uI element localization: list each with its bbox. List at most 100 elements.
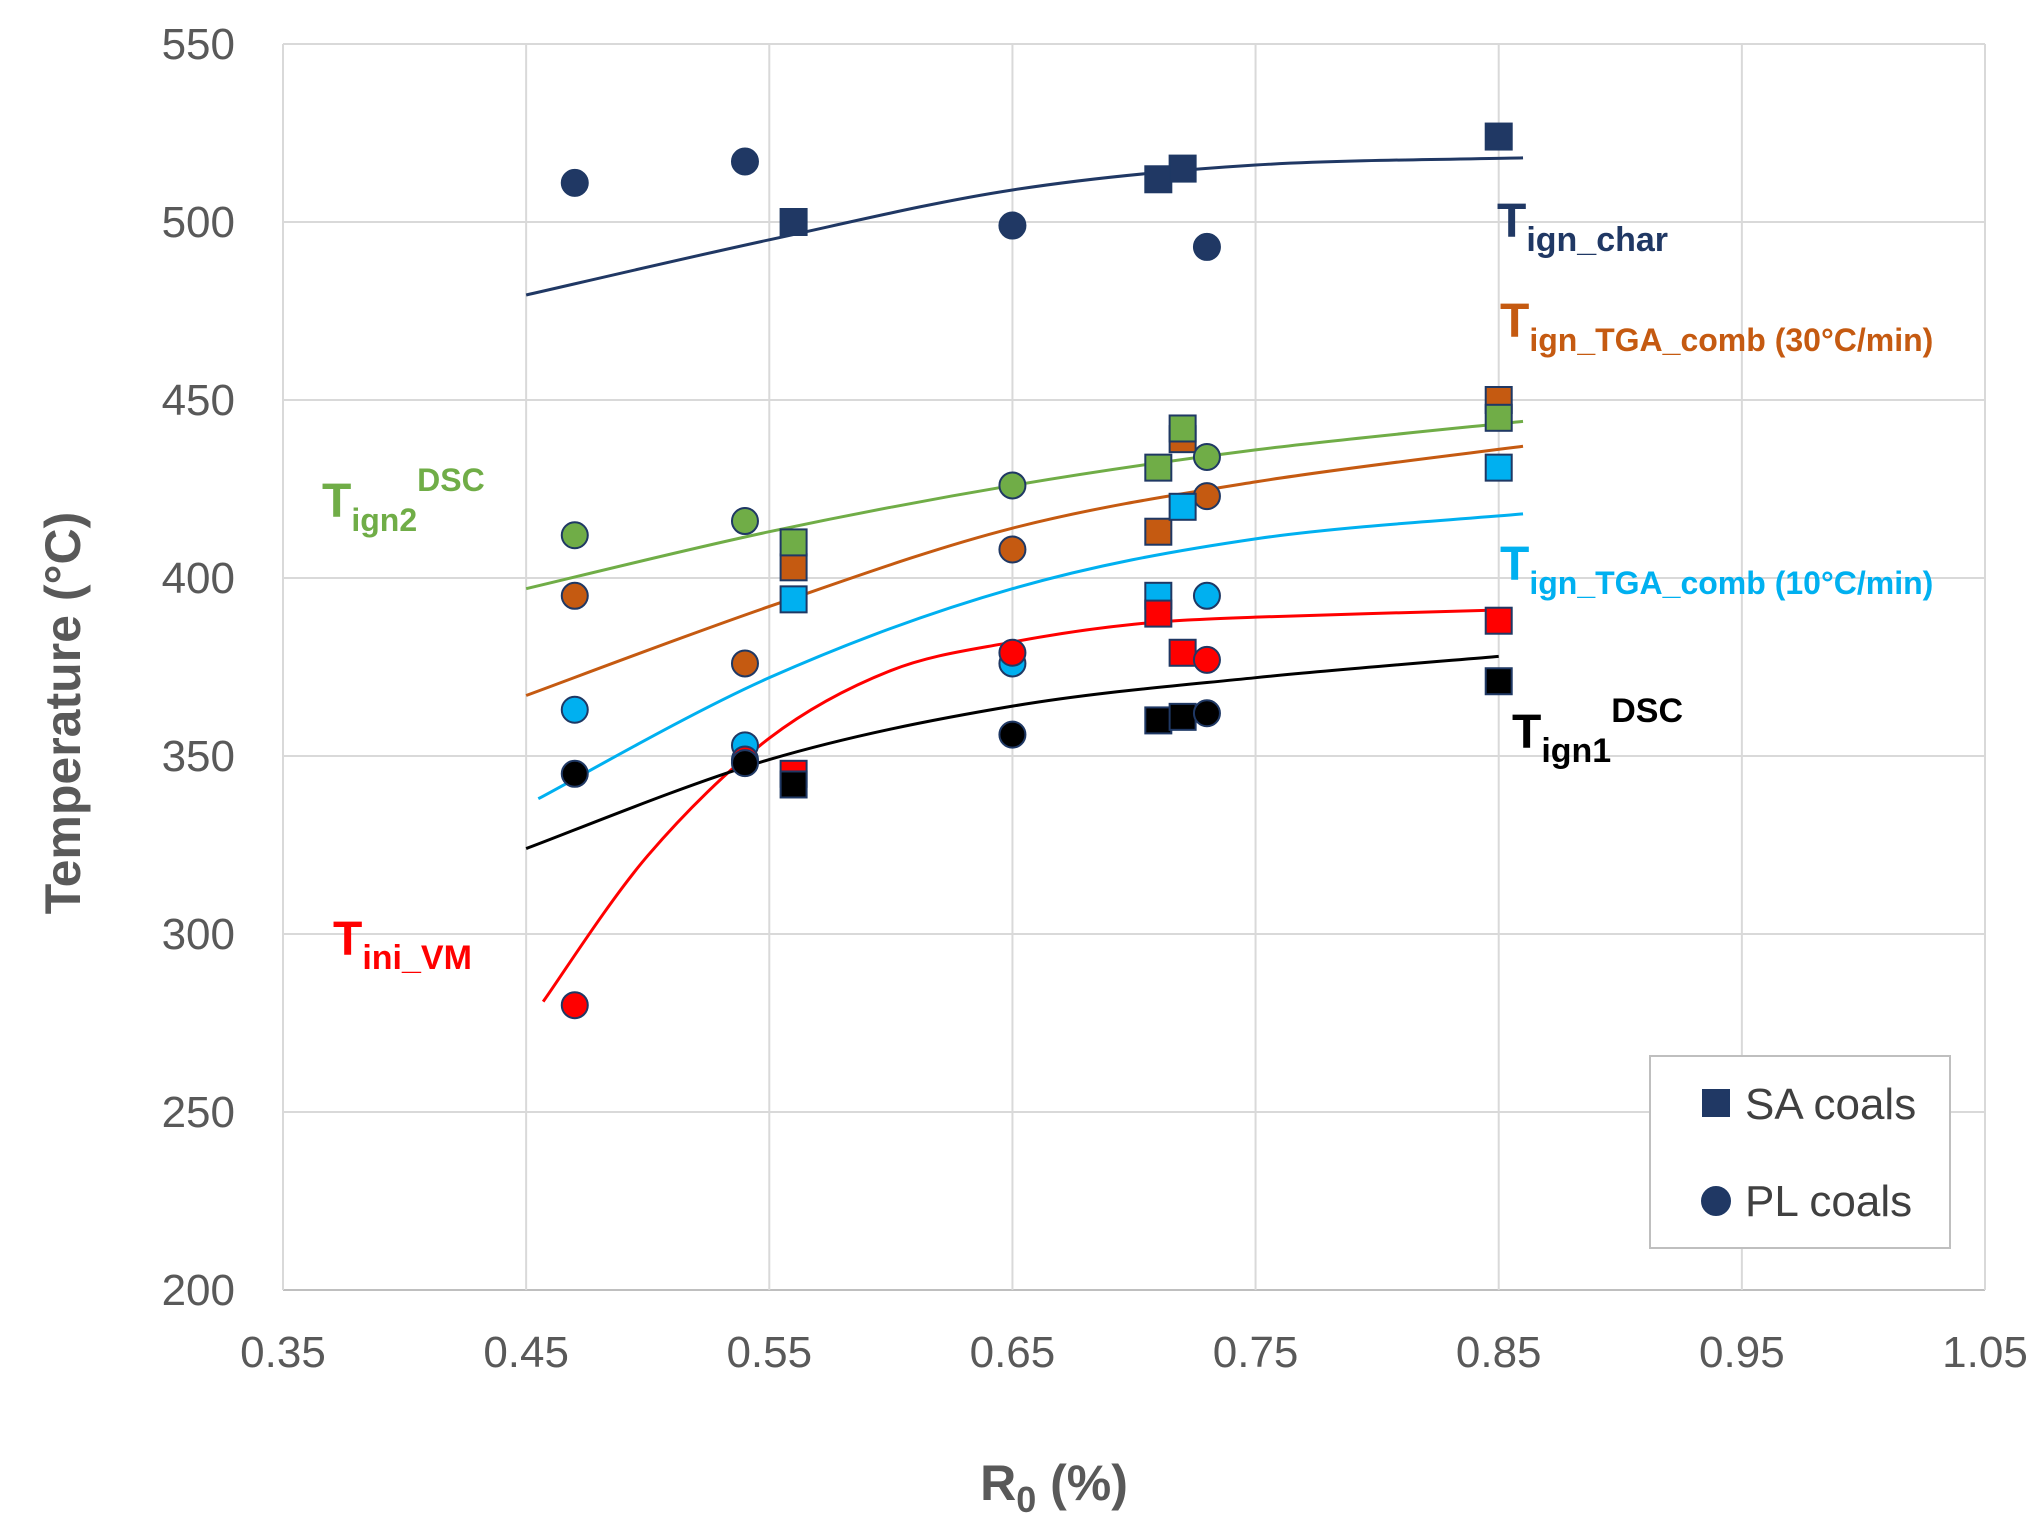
pl-point-tign2-dsc [1192, 442, 1221, 471]
series-label: Tign_TGA_comb (30°C/min) [1500, 295, 1933, 358]
series-label: Tign_TGA_comb (10°C/min) [1500, 538, 1933, 601]
sa-point-tign1-dsc [1484, 667, 1513, 696]
series-label-main: T [1500, 538, 1529, 591]
series-label: Tign2DSC [322, 462, 485, 538]
sa-point-tign2-dsc [1144, 453, 1173, 482]
series-label-sub: ini_VM [362, 939, 472, 977]
y-tick-label: 400 [162, 554, 235, 603]
x-tick-label: 0.35 [240, 1328, 326, 1377]
pl-point-tign1-dsc [1192, 699, 1221, 728]
series-label-sub: ign2 [351, 502, 417, 538]
sa-point-tign-tga-comb-10-c-min [1484, 453, 1513, 482]
pl-point-tign-tga-comb-30-c-min [560, 581, 589, 610]
series-label-main: T [333, 913, 362, 966]
pl-point-tign1-dsc [998, 720, 1027, 749]
x-axis-ticks: 0.35 0.45 0.55 0.65 0.75 0.85 0.95 1.05 [240, 1328, 2028, 1377]
sa-point-tign-tga-comb-10-c-min [1168, 492, 1197, 521]
pl-point-tign1-dsc [730, 749, 759, 778]
y-tick-label: 450 [162, 376, 235, 425]
x-tick-label: 0.65 [970, 1328, 1056, 1377]
x-tick-label: 0.95 [1699, 1328, 1785, 1377]
pl-point-tign2-dsc [998, 471, 1027, 500]
trend-line-tini-vm [541, 608, 1499, 1003]
sa-point-tign-char [1168, 154, 1197, 183]
trend-lines [525, 156, 1524, 1003]
y-tick-label: 350 [162, 732, 235, 781]
trend-line-tign1-dsc [525, 654, 1499, 850]
legend-circle-marker [1701, 1186, 1731, 1216]
series-label-sub: ign1 [1541, 732, 1611, 770]
sa-point-tign1-dsc [1144, 706, 1173, 735]
pl-point-tign-char [998, 211, 1027, 240]
y-tick-label: 550 [162, 20, 235, 69]
legend-square-marker [1702, 1089, 1730, 1117]
sa-point-tign-tga-comb-10-c-min [779, 585, 808, 614]
y-tick-label: 250 [162, 1088, 235, 1137]
data-points [560, 122, 1513, 1020]
series-label-sup: DSC [1611, 692, 1683, 730]
sa-point-tign1-dsc [779, 770, 808, 799]
sa-point-tini-vm [1144, 599, 1173, 628]
series-label-main: T [1500, 295, 1529, 348]
pl-point-tign-tga-comb-10-c-min [560, 695, 589, 724]
pl-point-tini-vm [1192, 645, 1221, 674]
legend-label-sa-coals: SA coals [1745, 1080, 1916, 1129]
series-label-sub: ign_TGA_comb (10°C/min) [1529, 565, 1933, 601]
pl-point-tign1-dsc [560, 759, 589, 788]
series-label-main: T [322, 475, 351, 528]
y-tick-label: 300 [162, 910, 235, 959]
series-label: Tini_VM [333, 913, 472, 977]
sa-point-tign1-dsc [1168, 702, 1197, 731]
x-tick-label: 0.45 [483, 1328, 569, 1377]
series-label-main: T [1497, 195, 1526, 248]
trend-line-tign2-dsc [525, 419, 1524, 591]
sa-point-tign-char [779, 208, 808, 236]
pl-point-tign2-dsc [730, 507, 759, 536]
sa-point-tini-vm [1484, 606, 1513, 635]
pl-point-tini-vm [560, 991, 589, 1020]
sa-point-tign-char [1484, 122, 1513, 151]
series-label-sup: DSC [417, 462, 485, 498]
pl-point-tign-char [1192, 232, 1221, 261]
series-label: Tign_char [1497, 195, 1668, 259]
pl-point-tign-tga-comb-30-c-min [730, 649, 759, 678]
series-label-main: T [1512, 706, 1541, 759]
pl-point-tign-tga-comb-30-c-min [1192, 482, 1221, 511]
sa-point-tign-tga-comb-30-c-min [1144, 517, 1173, 546]
x-tick-label: 0.85 [1456, 1328, 1542, 1377]
trend-line-tign-tga-comb-10-c-min [537, 512, 1524, 801]
x-axis-title-sub: 0 [1016, 1479, 1036, 1520]
x-tick-label: 1.05 [1942, 1328, 2028, 1377]
y-tick-label: 500 [162, 198, 235, 247]
pl-point-tign-char [730, 147, 759, 176]
legend: SA coals PL coals [1649, 1055, 1951, 1249]
pl-point-tign-tga-comb-30-c-min [998, 535, 1027, 564]
series-label-sub: ign_char [1526, 221, 1668, 259]
sa-point-tign2-dsc [779, 528, 808, 557]
pl-point-tign2-dsc [560, 521, 589, 550]
x-tick-label: 0.55 [726, 1328, 812, 1377]
trend-line-tign-char [525, 156, 1524, 297]
pl-point-tign-char [560, 168, 589, 197]
x-axis-title: R0 (%) [980, 1455, 1128, 1520]
series-label-sub: ign_TGA_comb (30°C/min) [1529, 322, 1933, 358]
sa-point-tign-tga-comb-30-c-min [779, 553, 808, 582]
legend-box [1649, 1055, 1951, 1249]
sa-point-tign2-dsc [1484, 403, 1513, 432]
x-tick-label: 0.75 [1213, 1328, 1299, 1377]
series-label: Tign1DSC [1512, 692, 1683, 770]
trend-line-tign-tga-comb-30-c-min [525, 444, 1524, 697]
pl-point-tign-tga-comb-10-c-min [1192, 581, 1221, 610]
y-axis-title: Temperature (°C) [35, 512, 91, 914]
sa-point-tign2-dsc [1168, 414, 1197, 443]
y-tick-label: 200 [162, 1266, 235, 1315]
y-axis-ticks: 200 250 300 350 400 450 500 550 [162, 20, 235, 1315]
sa-point-tign-char [1144, 165, 1173, 194]
x-axis-title-suffix: (%) [1036, 1455, 1128, 1511]
x-axis-title-main: R [980, 1455, 1016, 1511]
sa-point-tini-vm [1168, 638, 1197, 667]
legend-label-pl-coals: PL coals [1745, 1177, 1912, 1226]
pl-point-tini-vm [998, 638, 1027, 667]
